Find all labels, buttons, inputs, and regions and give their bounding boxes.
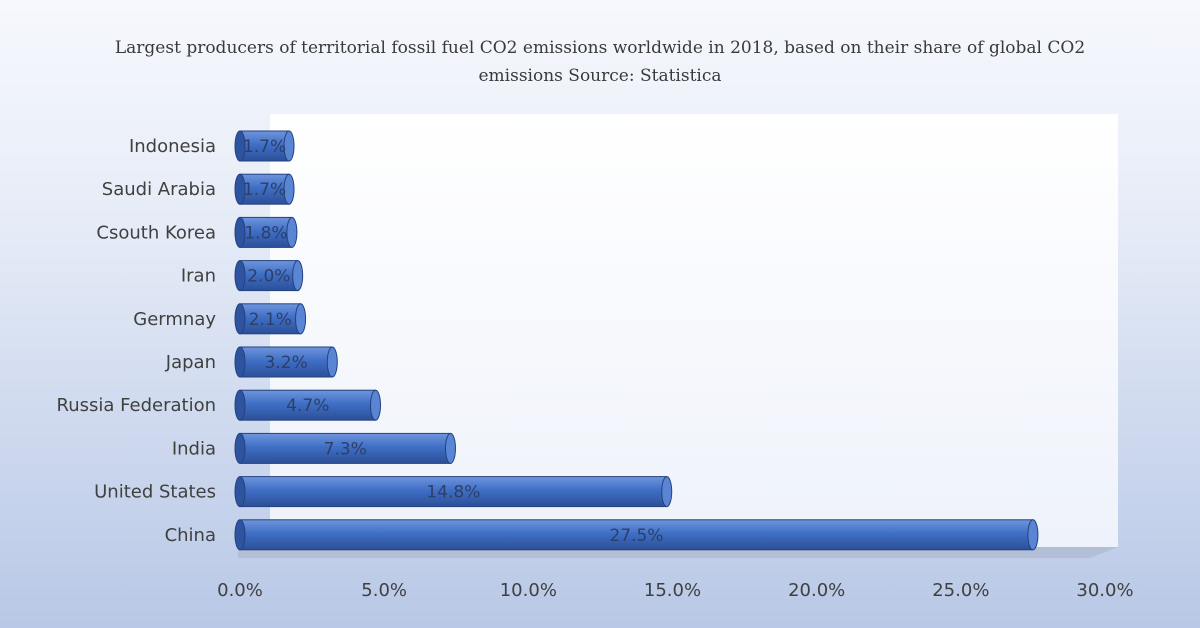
x-tick-label: 20.0% bbox=[788, 580, 845, 601]
data-label: 2.0% bbox=[247, 267, 290, 287]
category-label: Csouth Korea bbox=[96, 222, 216, 243]
bar-germnay bbox=[234, 303, 307, 335]
data-label: 1.8% bbox=[244, 223, 287, 243]
x-tick-label: 25.0% bbox=[932, 580, 989, 601]
bar-saudi-arabia bbox=[234, 173, 295, 205]
x-tick-label: 15.0% bbox=[644, 580, 701, 601]
data-label: 14.8% bbox=[426, 483, 480, 503]
bar-china bbox=[234, 519, 1039, 551]
chart-title: Largest producers of territorial fossil … bbox=[114, 38, 1086, 86]
category-labels: China United States India Russia Federation… bbox=[57, 136, 217, 546]
category-label: Germnay bbox=[133, 309, 216, 330]
data-label: 4.7% bbox=[286, 396, 329, 416]
category-label: Saudi Arabia bbox=[102, 179, 216, 200]
category-label: India bbox=[172, 438, 216, 459]
category-label: Iran bbox=[181, 266, 216, 287]
bars-layer bbox=[234, 130, 1039, 551]
bar-india bbox=[234, 432, 456, 464]
category-label: China bbox=[165, 525, 216, 546]
bar-united-states bbox=[234, 476, 673, 508]
data-labels: 27.5% 14.8% 7.3% 4.7% 3.2% 2.1% 2.0% 1.8% 1.7% 1.… bbox=[243, 137, 664, 546]
data-label: 27.5% bbox=[609, 526, 663, 546]
category-label: Japan bbox=[165, 352, 216, 373]
data-label: 1.7% bbox=[243, 137, 286, 157]
x-tick-label: 10.0% bbox=[500, 580, 557, 601]
data-label: 2.1% bbox=[249, 310, 292, 330]
bar-japan bbox=[234, 346, 338, 378]
category-label: Russia Federation bbox=[57, 395, 216, 416]
bar-iran bbox=[234, 260, 304, 292]
x-tick-label: 5.0% bbox=[361, 580, 407, 601]
data-label: 7.3% bbox=[324, 439, 367, 459]
category-label: United States bbox=[94, 482, 216, 503]
plot-back-wall bbox=[270, 114, 1118, 547]
data-label: 1.7% bbox=[243, 180, 286, 200]
x-axis-tick-labels: 0.0% 5.0% 10.0% 15.0% 20.0% 25.0% 30.0% bbox=[217, 580, 1133, 601]
x-tick-label: 30.0% bbox=[1076, 580, 1133, 601]
bar-russia-federation bbox=[234, 389, 382, 421]
category-label: Indonesia bbox=[129, 136, 216, 157]
bar-csouth-korea bbox=[234, 216, 298, 248]
data-label: 3.2% bbox=[265, 353, 308, 373]
bar-indonesia bbox=[234, 130, 295, 162]
x-tick-label: 0.0% bbox=[217, 580, 263, 601]
